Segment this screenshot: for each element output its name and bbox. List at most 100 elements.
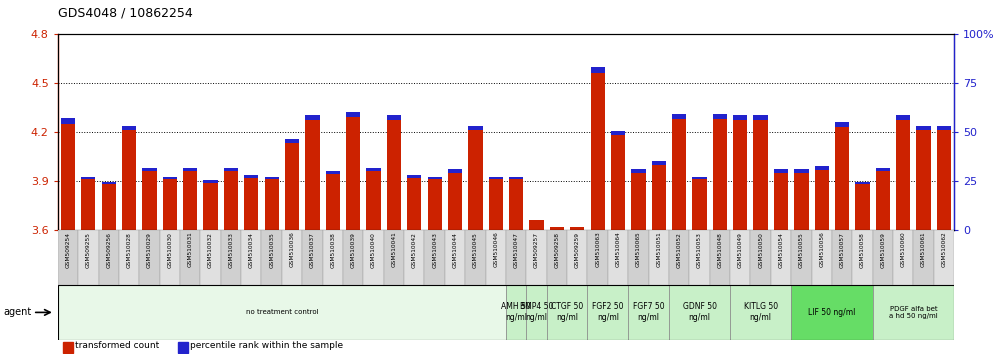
- Bar: [651, 161, 666, 165]
- Bar: [588, 230, 608, 285]
- Bar: [306, 115, 320, 120]
- Bar: [427, 177, 442, 179]
- Bar: [265, 177, 279, 179]
- Bar: [285, 143, 299, 230]
- Bar: [835, 127, 850, 230]
- Bar: [241, 230, 262, 285]
- Bar: [203, 183, 218, 230]
- Text: GSM510057: GSM510057: [840, 232, 845, 268]
- Bar: [61, 119, 75, 124]
- Bar: [856, 182, 870, 184]
- Bar: [183, 171, 197, 230]
- Bar: [567, 230, 588, 285]
- Bar: [326, 171, 340, 175]
- Bar: [465, 230, 486, 285]
- Bar: [856, 184, 870, 230]
- Text: AMH 50
ng/ml: AMH 50 ng/ml: [501, 302, 531, 322]
- Bar: [754, 120, 768, 230]
- Bar: [203, 180, 218, 183]
- Bar: [916, 126, 930, 130]
- Bar: [509, 177, 523, 179]
- Bar: [407, 175, 421, 178]
- Bar: [424, 230, 445, 285]
- Bar: [285, 139, 299, 143]
- Bar: [139, 230, 159, 285]
- Text: GSM510035: GSM510035: [269, 232, 274, 268]
- Bar: [628, 230, 648, 285]
- Text: GSM510064: GSM510064: [616, 232, 621, 268]
- Bar: [346, 112, 361, 117]
- Text: GSM510038: GSM510038: [331, 232, 336, 268]
- Bar: [794, 173, 809, 230]
- Bar: [937, 126, 951, 130]
- Text: KITLG 50
ng/ml: KITLG 50 ng/ml: [744, 302, 778, 322]
- Text: GSM510039: GSM510039: [351, 232, 356, 268]
- Bar: [404, 230, 424, 285]
- Bar: [750, 230, 771, 285]
- Bar: [713, 119, 727, 230]
- Text: GSM509254: GSM509254: [66, 232, 71, 268]
- Bar: [364, 230, 383, 285]
- Bar: [815, 166, 829, 170]
- Text: PDGF alfa bet
a hd 50 ng/ml: PDGF alfa bet a hd 50 ng/ml: [889, 306, 938, 319]
- Bar: [506, 230, 526, 285]
- Bar: [730, 230, 750, 285]
- Text: GSM510030: GSM510030: [167, 232, 172, 268]
- Bar: [896, 115, 910, 120]
- Bar: [82, 177, 96, 179]
- Bar: [489, 179, 503, 230]
- Bar: [82, 179, 96, 230]
- Text: GSM509257: GSM509257: [534, 232, 539, 268]
- Bar: [733, 115, 747, 120]
- Bar: [262, 230, 282, 285]
- Bar: [713, 114, 727, 119]
- Bar: [591, 73, 605, 230]
- Bar: [526, 230, 547, 285]
- Bar: [672, 114, 686, 119]
- Bar: [383, 230, 404, 285]
- Bar: [367, 171, 380, 230]
- Bar: [99, 230, 119, 285]
- Bar: [689, 230, 710, 285]
- Text: percentile rank within the sample: percentile rank within the sample: [190, 341, 344, 350]
- Text: GSM509258: GSM509258: [555, 232, 560, 268]
- Bar: [244, 175, 258, 178]
- Bar: [547, 230, 567, 285]
- Text: GSM510046: GSM510046: [493, 232, 498, 268]
- Bar: [509, 179, 523, 230]
- Bar: [224, 168, 238, 171]
- Text: GSM510044: GSM510044: [452, 232, 457, 268]
- Bar: [64, 342, 73, 353]
- Bar: [570, 227, 585, 230]
- Text: GSM510043: GSM510043: [432, 232, 437, 268]
- Bar: [547, 285, 588, 340]
- Bar: [669, 230, 689, 285]
- Bar: [221, 230, 241, 285]
- Bar: [835, 122, 850, 127]
- Bar: [183, 168, 197, 171]
- Text: GSM510063: GSM510063: [596, 232, 601, 268]
- Bar: [119, 230, 139, 285]
- Bar: [78, 230, 99, 285]
- Bar: [791, 285, 872, 340]
- Bar: [934, 230, 954, 285]
- Bar: [326, 175, 340, 230]
- Bar: [611, 135, 625, 230]
- Text: transformed count: transformed count: [76, 341, 159, 350]
- Bar: [448, 173, 462, 230]
- Text: LIF 50 ng/ml: LIF 50 ng/ml: [808, 308, 856, 317]
- Text: GSM510059: GSM510059: [880, 232, 885, 268]
- Text: BMP4 50
ng/ml: BMP4 50 ng/ml: [520, 302, 553, 322]
- Bar: [853, 230, 872, 285]
- Bar: [733, 120, 747, 230]
- Bar: [61, 124, 75, 230]
- Bar: [774, 173, 788, 230]
- Bar: [815, 170, 829, 230]
- Bar: [102, 184, 116, 230]
- Bar: [608, 230, 628, 285]
- Bar: [506, 285, 526, 340]
- Text: GSM510049: GSM510049: [738, 232, 743, 268]
- Bar: [162, 177, 177, 179]
- Text: GSM510055: GSM510055: [799, 232, 804, 268]
- Bar: [591, 67, 605, 73]
